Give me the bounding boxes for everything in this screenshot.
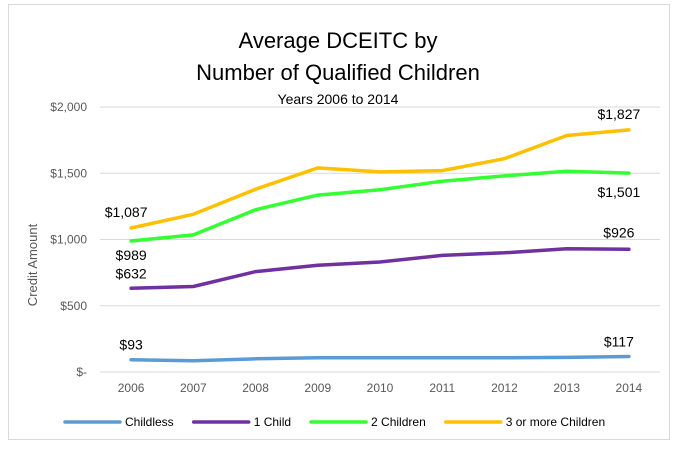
- y-tick-label: $1,000: [50, 233, 87, 247]
- y-tick-label: $-: [76, 365, 87, 379]
- data-label: $926: [603, 224, 634, 240]
- chart-frame: [8, 4, 670, 440]
- data-label: $632: [116, 265, 147, 281]
- legend-entry-label: 2 Children: [371, 415, 426, 429]
- y-tick-label: $1,500: [50, 166, 87, 180]
- data-labels: $93 $117 $632 $926 $989 $1,501 $1,087 $1,827: [105, 106, 641, 353]
- chart-subtitle: Years 2006 to 2014: [278, 91, 399, 107]
- series-line-childless: [129, 354, 631, 363]
- x-tick-label: 2008: [242, 381, 269, 395]
- x-tick-label: 2014: [616, 381, 643, 395]
- x-tick-label: 2006: [118, 381, 145, 395]
- data-label: $989: [116, 247, 147, 263]
- x-tick-label: 2013: [553, 381, 580, 395]
- gridlines: [100, 106, 660, 373]
- x-tick-label: 2012: [491, 381, 518, 395]
- x-tick-label: 2007: [180, 381, 207, 395]
- data-label: $1,501: [597, 184, 640, 200]
- legend-entry-label: Childless: [125, 415, 174, 429]
- x-tick-label: 2010: [367, 381, 394, 395]
- x-tick-label: 2011: [429, 381, 455, 395]
- x-tick-labels: 2006 2007 2008 2009 2010 2011 2012 2013 2014: [118, 381, 643, 395]
- data-label: $1,087: [105, 204, 148, 220]
- data-label: $1,827: [597, 106, 640, 122]
- legend: Childless 1 Child 2 Children 3 or more Chil…: [63, 415, 605, 429]
- series-line-3-or-more-children: [129, 128, 631, 230]
- y-tick-labels: $- $500 $1,000 $1,500 $2,000: [50, 100, 87, 379]
- chart-title: Average DCEITC by: [239, 28, 438, 53]
- y-tick-label: $2,000: [50, 100, 87, 114]
- y-tick-label: $500: [60, 299, 87, 313]
- series-line-2-children: [129, 169, 631, 243]
- legend-entry-label: 1 Child: [254, 415, 291, 429]
- series-lines: [129, 128, 631, 363]
- x-tick-label: 2009: [304, 381, 331, 395]
- y-axis-label: Credit Amount: [25, 223, 40, 306]
- series-line-1-child: [129, 247, 631, 291]
- chart-title-line2: Number of Qualified Children: [196, 60, 480, 85]
- legend-entry-label: 3 or more Children: [506, 415, 605, 429]
- data-label: $93: [119, 337, 143, 353]
- data-label: $117: [604, 333, 634, 349]
